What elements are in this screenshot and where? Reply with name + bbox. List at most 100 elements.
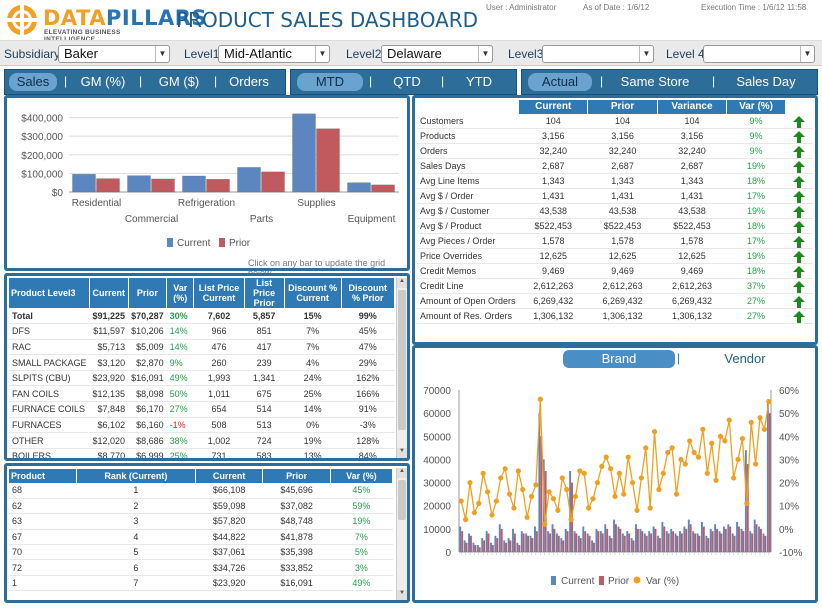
column-header[interactable]: Current [89, 278, 129, 308]
table-row[interactable]: Sales Days 2,687 2,687 2,687 19% [417, 158, 813, 175]
bar-current-3[interactable] [237, 167, 261, 193]
table-row[interactable]: 63 3 $57,820 $48,748 19% [9, 513, 393, 530]
tab-sales[interactable]: Sales [9, 73, 57, 91]
column-header[interactable]: Prior [262, 469, 331, 483]
bar-prior-5[interactable] [371, 184, 395, 193]
bar-current-1[interactable] [127, 175, 151, 193]
tab-gm-percent[interactable]: GM (%) [80, 74, 126, 89]
scroll-thumb[interactable] [398, 290, 406, 430]
table-row[interactable]: FURNACE COILS $7,848 $6,170 27% 654 514 14% 91% [9, 401, 395, 418]
level2-select[interactable]: Delaware ▼ [381, 45, 493, 63]
column-header[interactable]: Discount % Prior [341, 278, 396, 308]
column-header[interactable]: Rank (Current) [76, 469, 196, 483]
table-row[interactable]: Products 3,156 3,156 3,156 9% [417, 128, 813, 145]
bar-prior-4[interactable] [316, 128, 340, 193]
level3-scrollbar[interactable]: ▲ ▼ [396, 278, 407, 458]
level4-select[interactable]: ▼ [703, 45, 815, 63]
column-header[interactable]: Product Level3 [9, 278, 91, 308]
column-header[interactable]: Product [9, 469, 77, 483]
table-row[interactable]: RAC $5,713 $5,009 14% 476 417 7% 47% [9, 339, 395, 356]
subsidiary-select[interactable]: Baker ▼ [58, 45, 170, 63]
table-row[interactable]: 68 1 $66,108 $45,696 45% [9, 483, 393, 499]
column-header[interactable]: List Price Current [193, 278, 245, 308]
scroll-up-icon[interactable]: ▲ [397, 468, 407, 478]
legend-label-prior: Prior [229, 238, 251, 249]
tab-vendor[interactable]: Vendor [724, 351, 766, 366]
scroll-thumb[interactable] [398, 480, 406, 520]
tab-orders[interactable]: Orders [229, 74, 269, 89]
table-row[interactable]: 70 5 $37,061 $35,398 5% [9, 544, 393, 561]
table-row[interactable]: Price Overrides 12,625 12,625 12,625 19% [417, 248, 813, 265]
table-row[interactable]: Avg $ / Customer 43,538 43,538 43,538 19% [417, 203, 813, 220]
level1-select[interactable]: Mid-Atlantic ▼ [218, 45, 330, 63]
column-header[interactable]: Prior [128, 278, 168, 308]
table-cell: 72 [9, 559, 77, 576]
table-cell: 851 [244, 323, 285, 340]
table-row[interactable]: Total $91,225 $70,287 30% 7,602 5,857 15% 99% [9, 308, 395, 325]
column-header[interactable] [417, 100, 520, 114]
table-row[interactable]: Avg Line Items 1,343 1,343 1,343 18% [417, 173, 813, 190]
column-header[interactable]: Prior [587, 100, 658, 114]
table-row[interactable]: Orders 32,240 32,240 32,240 9% [417, 143, 813, 160]
level3-select[interactable]: ▼ [542, 45, 654, 63]
scroll-up-icon[interactable]: ▲ [397, 278, 407, 288]
table-row[interactable]: DFS $11,597 $10,206 14% 966 851 7% 45% [9, 323, 395, 340]
bar-current-2[interactable] [182, 175, 206, 193]
product-scrollbar[interactable]: ▲ ▼ [396, 468, 407, 600]
table-cell: 9,469 [518, 263, 588, 280]
bar-prior-1[interactable] [151, 178, 175, 193]
bar-current-10 [503, 540, 506, 552]
bar-prior-0 [461, 531, 464, 552]
table-row[interactable]: Amount of Open Orders 6,269,432 6,269,432 6… [417, 293, 813, 310]
column-header[interactable]: Var (%) [330, 469, 394, 483]
table-row[interactable]: Avg $ / Product $522,453 $522,453 $522,453 1… [417, 218, 813, 235]
table-row[interactable]: 72 6 $34,726 $33,852 3% [9, 559, 393, 576]
bar-prior-62 [733, 535, 736, 552]
var-point-22 [555, 507, 561, 513]
column-header[interactable]: Var (%) [166, 278, 195, 308]
bar-prior-3[interactable] [261, 171, 285, 193]
table-row[interactable]: Credit Line 2,612,263 2,612,263 2,612,263 37… [417, 278, 813, 295]
table-row[interactable]: Credit Memos 9,469 9,469 9,469 18% [417, 263, 813, 280]
tab-same-store[interactable]: Same Store [620, 74, 690, 89]
column-header[interactable]: Variance [657, 100, 728, 114]
tab-ytd[interactable]: YTD [466, 74, 492, 89]
var-point-7 [489, 512, 495, 518]
tab-gm-dollars[interactable]: GM ($) [158, 74, 200, 89]
table-row[interactable]: Avg Pieces / Order 1,578 1,578 1,578 17% [417, 233, 813, 250]
scroll-down-icon[interactable]: ▼ [397, 590, 407, 600]
table-cell: 32,240 [587, 143, 658, 160]
table-row[interactable]: 67 4 $44,822 $41,878 7% [9, 529, 393, 546]
table-row[interactable]: SMALL PACKAGE $3,120 $2,870 9% 260 239 4% 29% [9, 354, 395, 371]
table-row[interactable]: Customers 104 104 104 9% [417, 114, 813, 130]
bar-prior-0[interactable] [96, 178, 120, 193]
bar-current-5[interactable] [347, 182, 371, 193]
column-header[interactable]: Var (%) [726, 100, 786, 114]
bar-current-9 [498, 524, 501, 552]
column-header[interactable]: Current [195, 469, 264, 483]
table-cell: 7% [284, 323, 342, 340]
var-point-20 [546, 489, 552, 495]
bar-prior-2[interactable] [206, 179, 230, 193]
tab-brand[interactable]: Brand [563, 350, 675, 368]
bar-current-0[interactable] [72, 174, 96, 193]
table-row[interactable]: SLPITS (CBU) $23,920 $16,091 49% 1,993 1,341 2… [9, 370, 395, 387]
trend-cell [785, 114, 813, 130]
tab-qtd[interactable]: QTD [393, 74, 421, 89]
table-row[interactable]: FURNACES $6,102 $6,160 -1% 508 513 0% -3% [9, 417, 395, 434]
column-header[interactable]: List Price Prior [244, 278, 285, 308]
table-row[interactable]: Amount of Res. Orders 1,306,132 1,306,132 1… [417, 308, 813, 325]
table-row[interactable]: FAN COILS $12,135 $8,098 50% 1,011 675 25% 166% [9, 385, 395, 403]
bar-current-4[interactable] [292, 113, 316, 193]
tab-actual[interactable]: Actual [528, 73, 592, 91]
table-row[interactable]: Avg $ / Order 1,431 1,431 1,431 17% [417, 188, 813, 205]
tab-mtd[interactable]: MTD [297, 73, 363, 91]
table-row[interactable]: OTHER $12,020 $8,686 38% 1,002 724 19% 128% [9, 432, 395, 449]
scroll-down-icon[interactable]: ▼ [397, 448, 407, 458]
tab-sales-day[interactable]: Sales Day [736, 74, 796, 89]
table-row[interactable]: 62 2 $59,098 $37,082 59% [9, 498, 393, 515]
table-row[interactable]: 1 7 $23,920 $16,091 49% [9, 575, 393, 592]
column-header[interactable]: Discount % Current [284, 278, 342, 308]
table-row[interactable]: BOILERS $8,770 $6,999 25% 731 583 13% 84% [9, 448, 395, 458]
column-header[interactable]: Current [518, 100, 589, 114]
